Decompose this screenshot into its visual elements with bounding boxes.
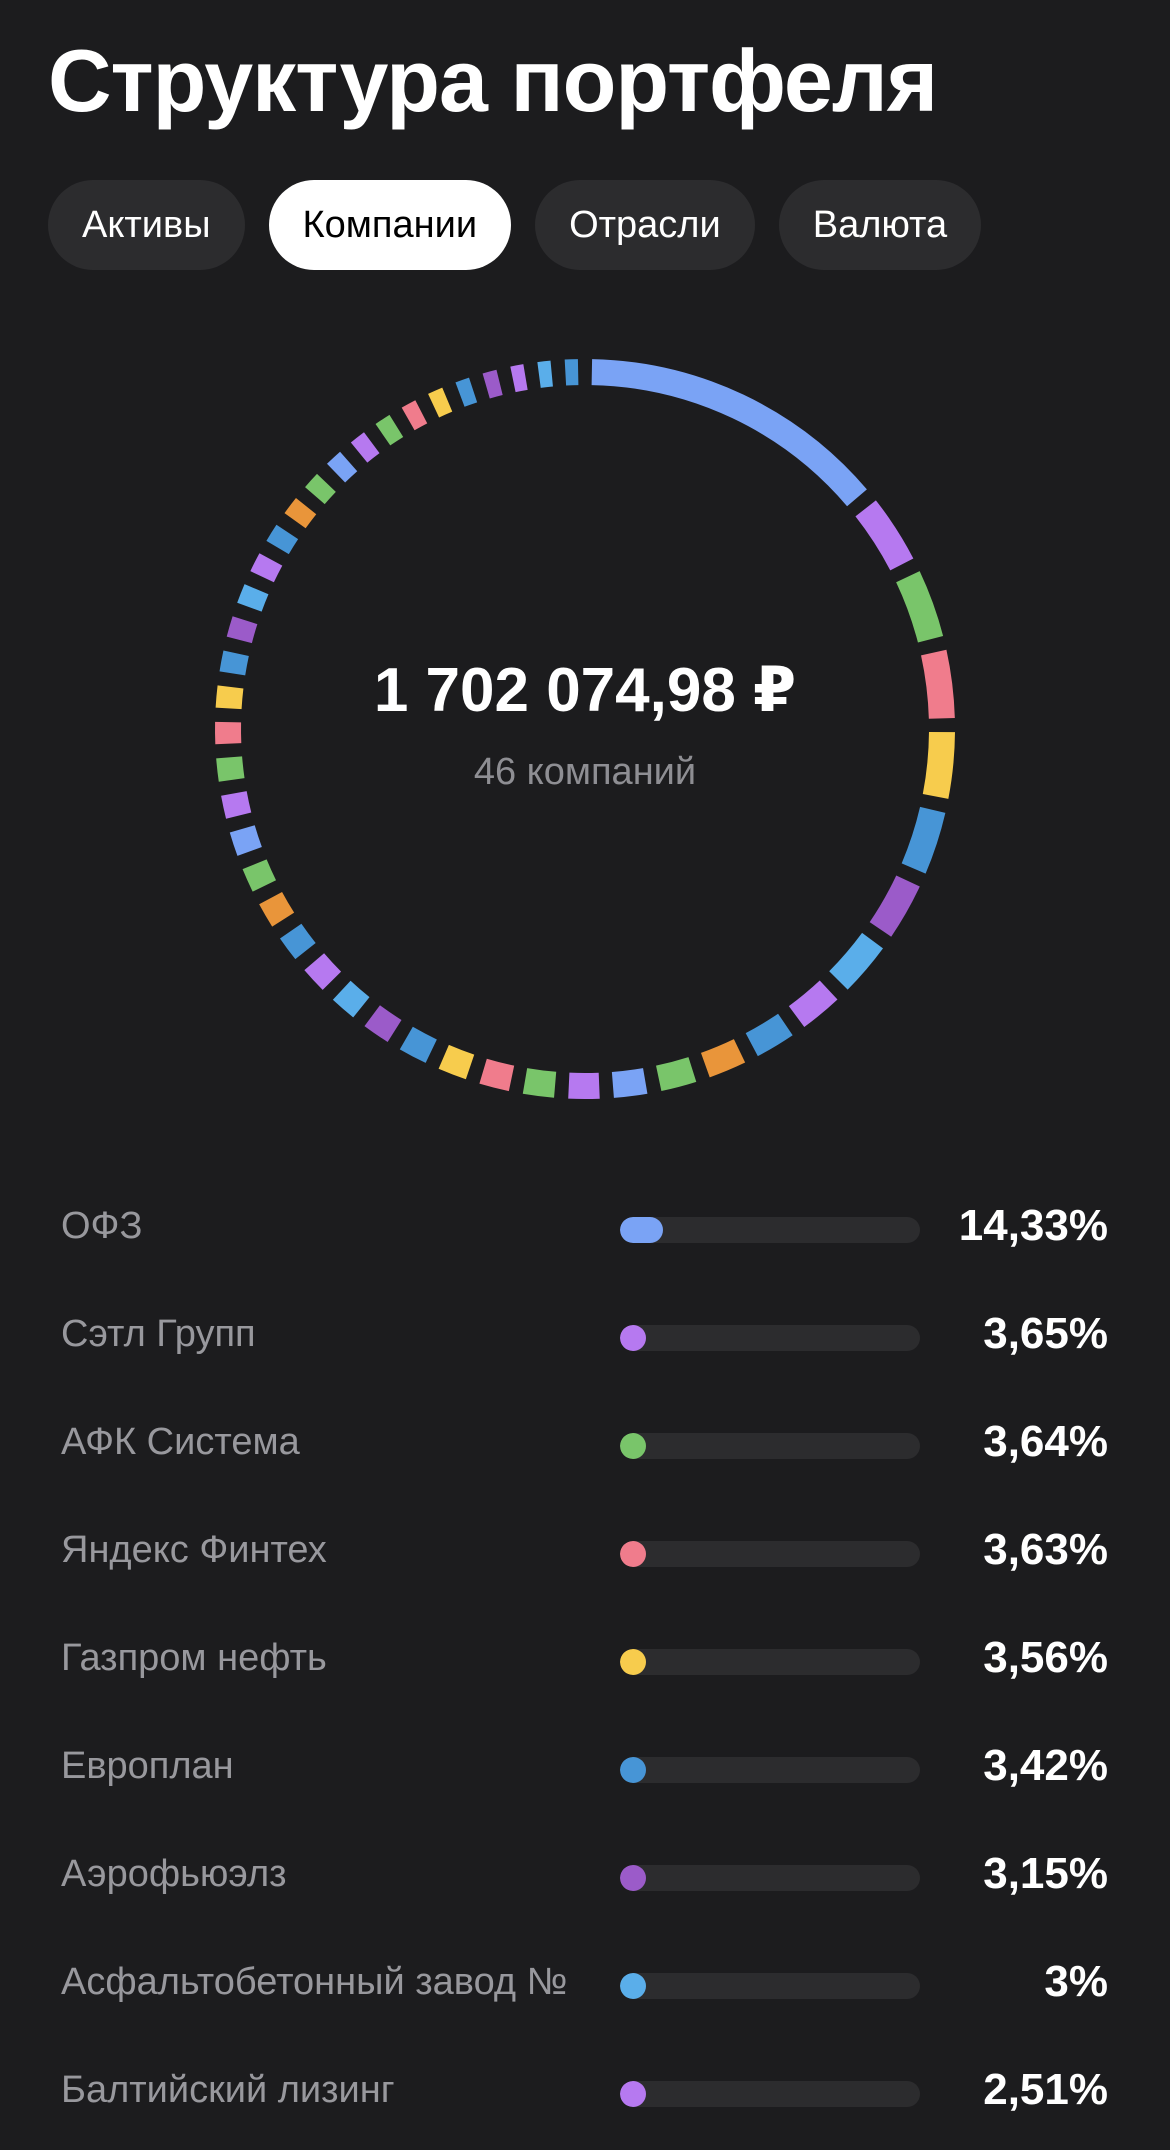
companies-count: 46 компаний — [473, 751, 697, 793]
list-item[interactable]: Балтийский лизинг 2,51% — [0, 2039, 1170, 2147]
list-item[interactable]: Газпром нефть 3,56% — [0, 1607, 1170, 1715]
donut-segment-23[interactable] — [259, 891, 295, 927]
list-item[interactable]: Асфальтобетонный завод № 3% — [0, 1931, 1170, 2039]
donut-segment-21[interactable] — [304, 953, 342, 990]
allocation-bar-track — [620, 2081, 920, 2107]
donut-segment-30[interactable] — [219, 650, 249, 676]
allocation-bar-fill — [620, 1217, 663, 1243]
donut-segment-4[interactable] — [920, 649, 955, 719]
donut-segment-6[interactable] — [901, 806, 946, 874]
allocation-percent: 3,63% — [983, 1525, 1108, 1574]
list-item[interactable]: ОФЗ 14,33% — [0, 1175, 1170, 1283]
allocation-percent: 3,42% — [983, 1741, 1108, 1790]
donut-segment-36[interactable] — [305, 473, 336, 505]
donut-segment-10[interactable] — [745, 1013, 793, 1057]
allocation-bar-track — [620, 1541, 920, 1567]
allocation-bar-track — [620, 1757, 920, 1783]
allocation-bar-track — [620, 1973, 920, 1999]
allocation-bar-fill — [620, 1757, 646, 1783]
company-name: Балтийский лизинг — [61, 2069, 395, 2111]
allocation-bar-fill — [620, 1325, 646, 1351]
allocation-percent: 14,33% — [958, 1201, 1108, 1250]
donut-segment-17[interactable] — [438, 1044, 475, 1080]
donut-segment-32[interactable] — [237, 584, 269, 612]
donut-segment-37[interactable] — [326, 451, 358, 483]
donut-segment-42[interactable] — [455, 377, 478, 407]
donut-segment-40[interactable] — [401, 400, 428, 431]
list-item[interactable]: Сэтл Групп 3,65% — [0, 1283, 1170, 1391]
allocation-bar-fill — [620, 1541, 646, 1567]
allocation-percent: 3,15% — [983, 1849, 1108, 1898]
allocation-bar-fill — [620, 2081, 646, 2107]
donut-segment-20[interactable] — [332, 980, 370, 1018]
segment-tabs: Активы Компании Отрасли Валюта — [48, 180, 982, 270]
list-item[interactable]: Яндекс Финтех 3,63% — [0, 1499, 1170, 1607]
company-name: АФК Система — [61, 1421, 300, 1463]
company-name: Аэрофьюэлз — [61, 1853, 287, 1895]
page-title: Структура портфеля — [48, 31, 938, 130]
company-name: Яндекс Финтех — [61, 1529, 327, 1571]
donut-segment-29[interactable] — [215, 685, 244, 710]
company-name: Асфальтобетонный завод № — [61, 1961, 568, 2003]
company-name: Европлан — [61, 1745, 234, 1787]
list-item[interactable]: Аэрофьюэлз 3,15% — [0, 1823, 1170, 1931]
donut-segment-43[interactable] — [482, 369, 503, 399]
tab-assets[interactable]: Активы — [48, 180, 245, 270]
donut-segment-3[interactable] — [896, 571, 944, 643]
company-name: Сэтл Групп — [61, 1313, 256, 1355]
list-item[interactable]: АФК Система 3,64% — [0, 1391, 1170, 1499]
donut-segment-24[interactable] — [242, 859, 277, 892]
donut-segment-38[interactable] — [350, 432, 380, 463]
donut-segment-18[interactable] — [399, 1026, 437, 1063]
donut-segment-31[interactable] — [226, 616, 258, 644]
donut-chart-svg — [215, 359, 955, 1099]
tab-companies[interactable]: Компании — [268, 180, 512, 270]
donut-segment-11[interactable] — [700, 1039, 746, 1078]
donut-segment-7[interactable] — [869, 875, 920, 937]
donut-segment-15[interactable] — [522, 1068, 557, 1098]
donut-segment-33[interactable] — [250, 553, 283, 583]
allocation-percent: 2,51% — [983, 2065, 1108, 2114]
allocation-bar-track — [620, 1325, 920, 1351]
donut-segment-16[interactable] — [479, 1058, 515, 1092]
allocation-percent: 3% — [1044, 1957, 1108, 2006]
allocation-bar-track — [620, 1433, 920, 1459]
company-allocation-list: ОФЗ 14,33% Сэтл Групп 3,65% АФК Система 3,64%… — [0, 1175, 1170, 2147]
company-name: Газпром нефть — [61, 1637, 327, 1679]
donut-segment-45[interactable] — [537, 360, 553, 388]
donut-segment-26[interactable] — [221, 791, 252, 819]
portfolio-total-value: 1 702 074,98 ₽ — [373, 656, 797, 725]
portfolio-donut-chart[interactable]: 1 702 074,98 ₽ 46 компаний — [209, 353, 961, 1105]
donut-segment-39[interactable] — [375, 414, 404, 446]
allocation-percent: 3,56% — [983, 1633, 1108, 1682]
donut-segment-44[interactable] — [510, 364, 528, 393]
list-item[interactable]: Европлан 3,42% — [0, 1715, 1170, 1823]
tab-industries[interactable]: Отрасли — [535, 180, 755, 270]
donut-segment-5[interactable] — [922, 731, 955, 799]
donut-segment-1[interactable] — [591, 359, 867, 507]
allocation-bar-fill — [620, 1433, 646, 1459]
allocation-bar-track — [620, 1865, 920, 1891]
donut-segment-34[interactable] — [266, 524, 299, 555]
donut-segment-41[interactable] — [428, 387, 453, 418]
donut-segment-22[interactable] — [279, 923, 316, 960]
allocation-percent: 3,65% — [983, 1309, 1108, 1358]
allocation-bar-fill — [620, 1973, 646, 1999]
donut-segment-25[interactable] — [229, 825, 262, 856]
donut-segment-19[interactable] — [364, 1005, 402, 1042]
donut-segment-8[interactable] — [829, 932, 883, 990]
tab-currency[interactable]: Валюта — [778, 180, 982, 270]
donut-segment-35[interactable] — [284, 498, 317, 529]
allocation-percent: 3,64% — [983, 1417, 1108, 1466]
donut-segment-12[interactable] — [655, 1057, 697, 1092]
donut-segment-13[interactable] — [611, 1068, 648, 1098]
allocation-bar-track — [620, 1217, 920, 1243]
donut-segment-9[interactable] — [788, 980, 838, 1028]
allocation-bar-fill — [620, 1865, 646, 1891]
company-name: ОФЗ — [61, 1205, 143, 1247]
donut-segment-2[interactable] — [855, 500, 914, 571]
donut-segment-27[interactable] — [216, 756, 245, 782]
allocation-bar-track — [620, 1649, 920, 1675]
allocation-bar-fill — [620, 1649, 646, 1675]
